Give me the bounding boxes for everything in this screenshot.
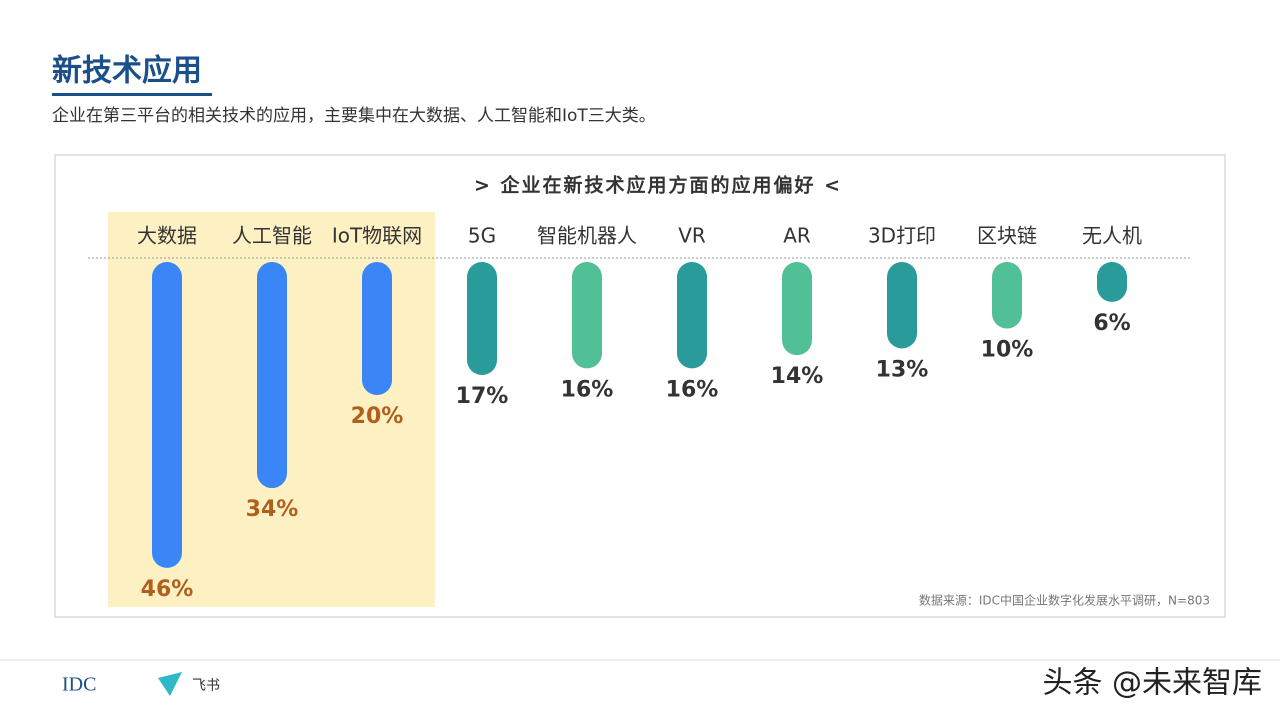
value-label: 6% — [1093, 311, 1130, 336]
bar — [152, 262, 182, 568]
value-label: 14% — [771, 364, 824, 389]
value-label: 34% — [246, 497, 299, 522]
category-label: 大数据 — [137, 224, 197, 248]
bar — [257, 262, 287, 489]
value-label: 13% — [876, 357, 929, 382]
category-label: 5G — [468, 224, 496, 248]
bar — [362, 262, 392, 395]
value-label: 20% — [351, 404, 404, 429]
source: 数据来源：IDC中国企业数字化发展水平调研，N=803 — [919, 593, 1210, 608]
category-label: 区块链 — [977, 224, 1037, 248]
bar — [677, 262, 707, 369]
logo-idc: IDC — [62, 674, 96, 696]
value-label: 16% — [666, 377, 719, 402]
subtitle: 企业在第三平台的相关技术的应用，主要集中在大数据、人工智能和IoT三大类。 — [52, 106, 656, 126]
category-label: VR — [678, 224, 706, 248]
bar — [782, 262, 812, 356]
chart-frame — [54, 154, 1226, 618]
category-label: 智能机器人 — [537, 224, 637, 248]
chart-title: > 企业在新技术应用方面的应用偏好 < — [474, 174, 842, 197]
category-label: 人工智能 — [232, 224, 312, 248]
category-label: IoT物联网 — [332, 224, 422, 248]
category-label: 无人机 — [1082, 224, 1142, 248]
bar — [992, 262, 1022, 329]
bar — [572, 262, 602, 369]
value-label: 46% — [141, 577, 194, 602]
value-label: 10% — [981, 338, 1034, 363]
bar — [887, 262, 917, 349]
logo-icon — [158, 672, 182, 696]
value-label: 17% — [456, 384, 509, 409]
category-label: 3D打印 — [868, 224, 936, 248]
category-label: AR — [783, 224, 811, 248]
logo-feishu: 飞书 — [192, 678, 220, 694]
value-label: 16% — [561, 377, 614, 402]
page-title: 新技术应用 — [52, 54, 202, 89]
bar — [1097, 262, 1127, 302]
watermark: 头条 @未来智库 — [1042, 666, 1262, 701]
bar — [467, 262, 497, 376]
title-underline — [52, 93, 212, 96]
